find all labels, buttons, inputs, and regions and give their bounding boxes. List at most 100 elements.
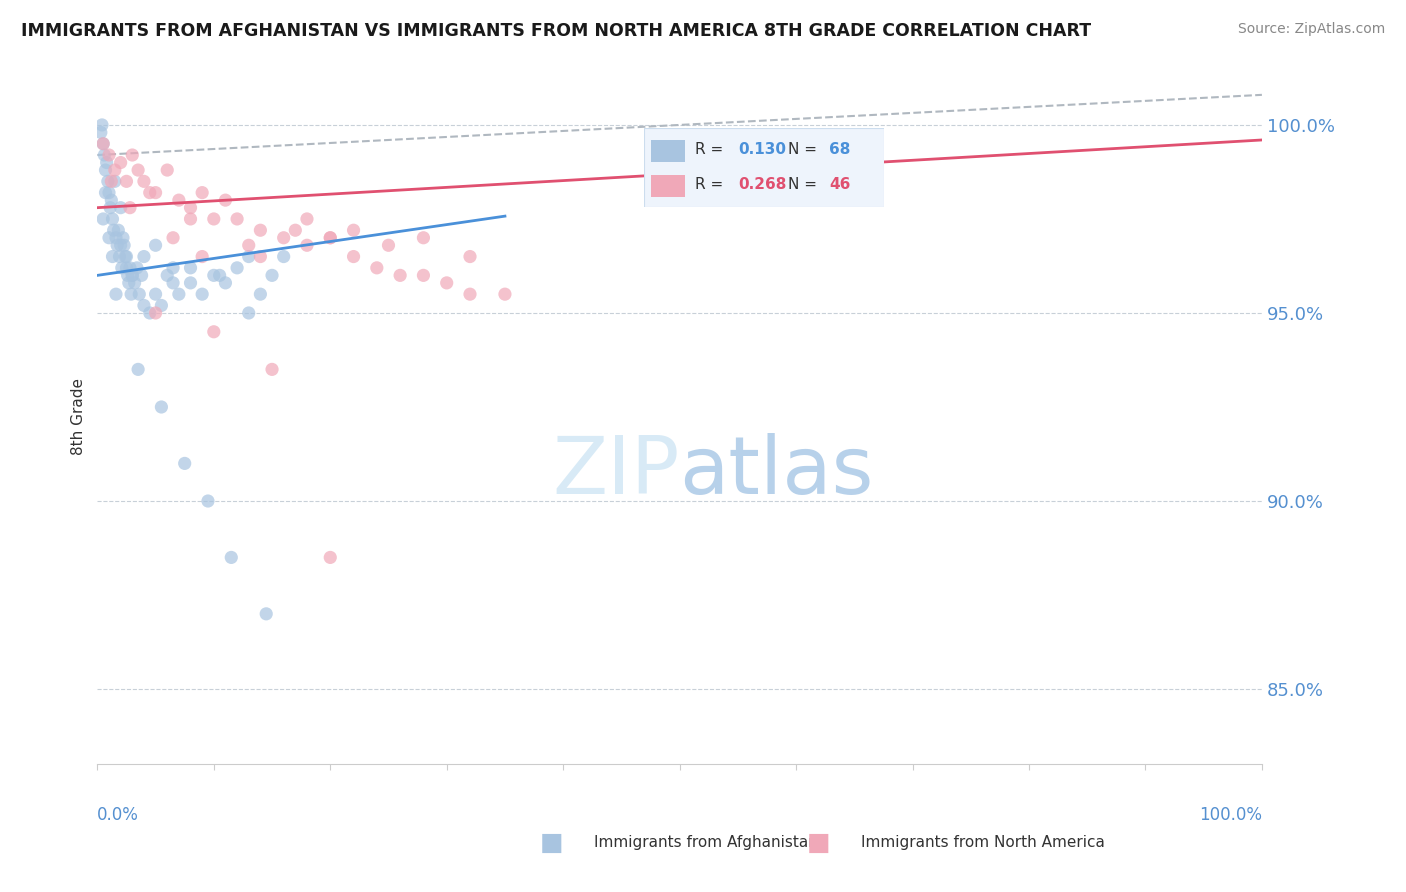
Point (197, 494, 219, 508)
Text: ■: ■ (540, 831, 564, 855)
Point (124, 276, 146, 290)
Point (295, 211, 318, 226)
Point (139, 186, 162, 200)
Point (208, 268, 231, 283)
Text: 100.0%: 100.0% (1199, 806, 1263, 824)
Point (121, 268, 143, 283)
Point (108, 250, 131, 264)
Point (162, 260, 184, 275)
Point (107, 223, 129, 237)
Point (260, 362, 283, 376)
Point (273, 250, 295, 264)
Point (173, 457, 195, 471)
Point (91, 136, 114, 151)
Point (121, 148, 143, 162)
Point (118, 260, 141, 275)
Point (98, 148, 121, 162)
Point (180, 201, 202, 215)
Point (127, 362, 149, 376)
Point (249, 223, 271, 237)
Text: 46: 46 (830, 177, 851, 192)
Point (145, 186, 167, 200)
Point (494, 287, 516, 301)
Point (98, 201, 121, 215)
Point (167, 287, 190, 301)
Point (238, 238, 260, 252)
Point (101, 250, 124, 264)
Point (319, 550, 342, 565)
Point (100, 174, 122, 188)
Point (319, 231, 342, 245)
Point (238, 250, 260, 264)
Point (103, 223, 125, 237)
Point (127, 163, 149, 178)
Point (104, 163, 127, 178)
Point (214, 276, 236, 290)
Point (145, 287, 167, 301)
Text: Immigrants from Afghanistan: Immigrants from Afghanistan (593, 836, 818, 850)
Point (180, 260, 202, 275)
Y-axis label: 8th Grade: 8th Grade (72, 378, 86, 455)
Point (114, 250, 136, 264)
Point (156, 163, 179, 178)
Text: R =: R = (695, 142, 728, 157)
Point (226, 260, 249, 275)
Point (162, 231, 184, 245)
Point (249, 287, 271, 301)
Point (91, 136, 114, 151)
Point (91, 211, 114, 226)
Point (112, 238, 135, 252)
Text: 0.0%: 0.0% (97, 806, 139, 824)
Point (436, 276, 458, 290)
Point (98, 231, 121, 245)
Point (284, 223, 307, 237)
Point (132, 174, 155, 188)
Point (117, 268, 139, 283)
Text: 68: 68 (830, 142, 851, 157)
Point (132, 250, 155, 264)
Point (389, 268, 412, 283)
Point (145, 306, 167, 320)
Point (156, 268, 179, 283)
Point (101, 211, 124, 226)
Point (295, 238, 318, 252)
Point (145, 238, 167, 252)
Point (97, 174, 120, 188)
Point (342, 250, 364, 264)
Point (128, 287, 150, 301)
Point (120, 287, 142, 301)
Text: Source: ZipAtlas.com: Source: ZipAtlas.com (1237, 22, 1385, 37)
Point (118, 201, 141, 215)
Point (202, 211, 225, 226)
Point (238, 306, 260, 320)
Text: R =: R = (695, 177, 728, 192)
Point (115, 260, 138, 275)
Point (110, 155, 132, 169)
Point (115, 250, 138, 264)
Point (118, 276, 141, 290)
Point (111, 231, 134, 245)
Point (167, 193, 190, 207)
Text: ■: ■ (807, 831, 831, 855)
Point (191, 250, 214, 264)
Point (105, 238, 128, 252)
Point (100, 193, 122, 207)
Point (458, 287, 481, 301)
Point (180, 276, 202, 290)
Point (254, 607, 277, 621)
Point (319, 231, 342, 245)
Text: 0.268: 0.268 (738, 177, 786, 192)
Point (131, 268, 153, 283)
Text: atlas: atlas (679, 433, 875, 511)
Point (214, 193, 236, 207)
Point (110, 201, 132, 215)
Point (94, 186, 117, 200)
Point (90, 125, 112, 139)
Text: N =: N = (789, 142, 823, 157)
Point (150, 298, 173, 312)
Bar (651, 140, 685, 162)
Point (202, 325, 225, 339)
Point (191, 287, 214, 301)
Point (132, 298, 155, 312)
Point (226, 211, 249, 226)
